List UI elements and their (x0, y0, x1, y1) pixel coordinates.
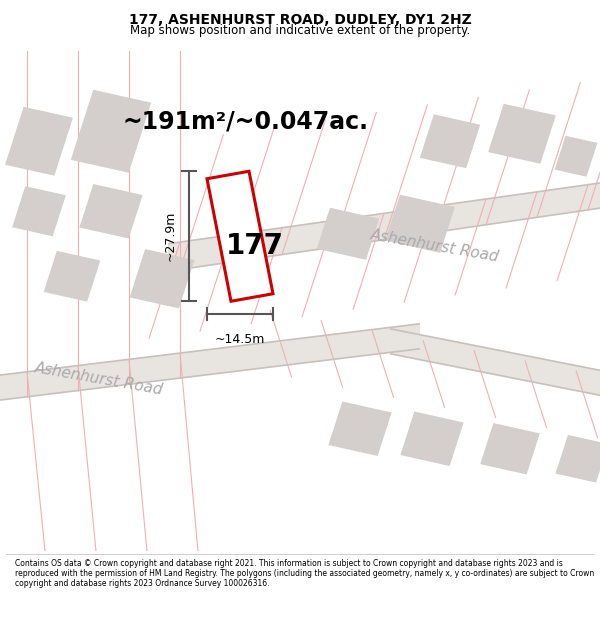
Polygon shape (5, 107, 73, 176)
Text: 177, ASHENHURST ROAD, DUDLEY, DY1 2HZ: 177, ASHENHURST ROAD, DUDLEY, DY1 2HZ (128, 12, 472, 27)
Polygon shape (488, 104, 556, 164)
Polygon shape (554, 136, 598, 177)
Polygon shape (390, 329, 600, 401)
Text: ~14.5m: ~14.5m (215, 332, 265, 346)
Polygon shape (317, 208, 379, 260)
Polygon shape (328, 401, 392, 456)
Polygon shape (168, 179, 600, 271)
Text: ~191m²/~0.047ac.: ~191m²/~0.047ac. (123, 109, 369, 133)
Polygon shape (130, 249, 194, 308)
Polygon shape (420, 114, 480, 168)
Text: Ashenhurst Road: Ashenhurst Road (33, 360, 164, 398)
Polygon shape (71, 90, 151, 172)
Polygon shape (0, 324, 420, 404)
Polygon shape (12, 186, 66, 236)
Polygon shape (480, 423, 540, 474)
Text: Map shows position and indicative extent of the property.: Map shows position and indicative extent… (130, 24, 470, 37)
Polygon shape (79, 184, 143, 239)
Text: Ashenhurst Road: Ashenhurst Road (369, 228, 500, 265)
Polygon shape (385, 194, 455, 253)
Polygon shape (44, 251, 100, 302)
Polygon shape (400, 411, 464, 466)
Text: ~27.9m: ~27.9m (164, 211, 177, 261)
Text: Contains OS data © Crown copyright and database right 2021. This information is : Contains OS data © Crown copyright and d… (15, 559, 594, 588)
Polygon shape (556, 435, 600, 482)
Text: 177: 177 (226, 232, 284, 260)
Polygon shape (207, 171, 273, 301)
